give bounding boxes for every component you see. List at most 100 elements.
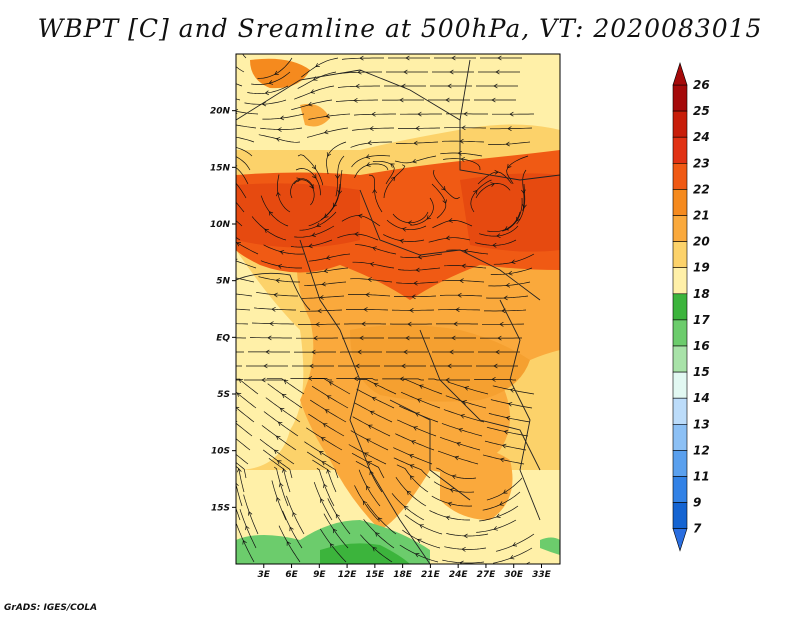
streamline-arrow bbox=[361, 321, 366, 327]
streamline bbox=[428, 378, 470, 381]
streamline bbox=[351, 155, 391, 168]
streamline bbox=[444, 265, 487, 269]
streamline-arrow bbox=[231, 435, 235, 439]
streamline-arrow bbox=[296, 177, 302, 183]
streamline-arrow bbox=[236, 467, 242, 473]
streamline-arrow bbox=[414, 553, 420, 558]
streamline bbox=[243, 494, 259, 535]
streamline-arrow bbox=[332, 202, 338, 208]
streamline-arrow bbox=[369, 410, 375, 415]
streamline-arrow bbox=[228, 291, 232, 295]
streamline-arrow bbox=[419, 524, 424, 529]
streamline-arrow bbox=[366, 438, 371, 443]
streamline bbox=[236, 136, 255, 143]
streamline-arrow bbox=[276, 460, 282, 465]
streamline-arrow bbox=[464, 386, 469, 391]
streamline-arrow bbox=[447, 501, 453, 507]
streamline-arrow bbox=[409, 464, 415, 469]
streamline-arrow bbox=[448, 218, 453, 223]
streamline-arrow bbox=[328, 381, 334, 386]
streamline-arrow bbox=[309, 363, 314, 369]
streamline-arrow bbox=[261, 101, 267, 107]
streamline-arrow bbox=[409, 308, 414, 313]
streamline-arrow bbox=[512, 542, 518, 547]
streamline bbox=[410, 197, 434, 226]
streamline-arrow bbox=[451, 55, 456, 61]
streamline bbox=[277, 174, 291, 213]
streamline-arrow bbox=[277, 264, 283, 269]
streamline-arrow bbox=[502, 489, 508, 494]
streamline bbox=[300, 57, 339, 78]
streamline bbox=[236, 241, 259, 255]
streamline-arrow bbox=[236, 123, 237, 124]
streamline-arrow bbox=[311, 232, 316, 238]
streamline-arrow bbox=[447, 83, 452, 89]
streamline-arrow bbox=[399, 376, 404, 382]
streamline bbox=[475, 183, 511, 199]
streamline-arrow bbox=[228, 194, 232, 198]
streamline bbox=[383, 164, 406, 199]
streamline bbox=[487, 211, 521, 233]
streamline-arrow bbox=[504, 226, 509, 231]
streamline-arrow bbox=[316, 222, 321, 227]
streamline-arrow bbox=[509, 554, 515, 560]
streamline bbox=[312, 459, 337, 493]
streamline bbox=[266, 378, 305, 395]
streamline-arrow bbox=[496, 233, 501, 239]
streamline-arrow bbox=[220, 350, 223, 354]
streamline-arrow bbox=[269, 321, 274, 326]
streamline-arrow bbox=[322, 423, 328, 428]
colorbar-top-arrow bbox=[672, 62, 688, 86]
streamline bbox=[404, 514, 443, 535]
streamline-arrow bbox=[458, 427, 463, 433]
streamline bbox=[493, 253, 535, 265]
streamline bbox=[516, 183, 526, 225]
streamline-arrow bbox=[319, 498, 325, 503]
streamline bbox=[323, 513, 349, 549]
streamline-arrow bbox=[323, 483, 328, 489]
streamline-arrow bbox=[413, 140, 418, 146]
streamline-arrow bbox=[325, 255, 331, 260]
streamline-arrow bbox=[463, 248, 469, 254]
streamline-arrow bbox=[335, 513, 340, 519]
streamline bbox=[354, 163, 389, 179]
streamline bbox=[236, 220, 243, 227]
streamline bbox=[294, 225, 335, 238]
streamline-arrow bbox=[366, 485, 371, 491]
streamline-arrow bbox=[445, 515, 451, 521]
country-borders bbox=[236, 59, 560, 564]
streamline-arrow bbox=[426, 215, 431, 220]
streamline-arrow bbox=[235, 36, 239, 40]
streamline-arrow bbox=[407, 321, 412, 327]
streamline bbox=[236, 453, 249, 465]
streamline bbox=[267, 383, 303, 409]
streamline-arrow bbox=[273, 292, 278, 298]
streamline bbox=[486, 477, 523, 501]
colorbar-label: 16 bbox=[693, 339, 710, 353]
streamline-arrow bbox=[263, 363, 268, 369]
streamline bbox=[443, 158, 481, 171]
streamline-arrow bbox=[445, 235, 451, 241]
lon-tick-label: 15E bbox=[366, 570, 386, 580]
streamline bbox=[354, 485, 379, 521]
streamline bbox=[363, 519, 395, 549]
streamline-arrow bbox=[226, 307, 230, 311]
streamline-arrow bbox=[289, 526, 294, 532]
colorbar-label: 22 bbox=[693, 182, 710, 196]
streamline bbox=[495, 533, 535, 552]
streamline-arrow bbox=[216, 378, 219, 382]
streamline bbox=[490, 399, 533, 409]
streamline bbox=[291, 99, 333, 111]
streamline bbox=[341, 215, 381, 227]
streamline-arrow bbox=[279, 115, 285, 121]
streamline-arrow bbox=[509, 111, 514, 117]
streamline bbox=[470, 179, 492, 213]
streamline-arrow bbox=[320, 437, 326, 442]
streamline bbox=[260, 260, 302, 269]
colorbar-label: 26 bbox=[693, 78, 710, 92]
streamline bbox=[392, 211, 429, 224]
streamline bbox=[268, 458, 291, 493]
streamline bbox=[316, 468, 335, 507]
colorbar-swatch bbox=[672, 423, 688, 451]
colorbar-swatch bbox=[672, 241, 688, 269]
